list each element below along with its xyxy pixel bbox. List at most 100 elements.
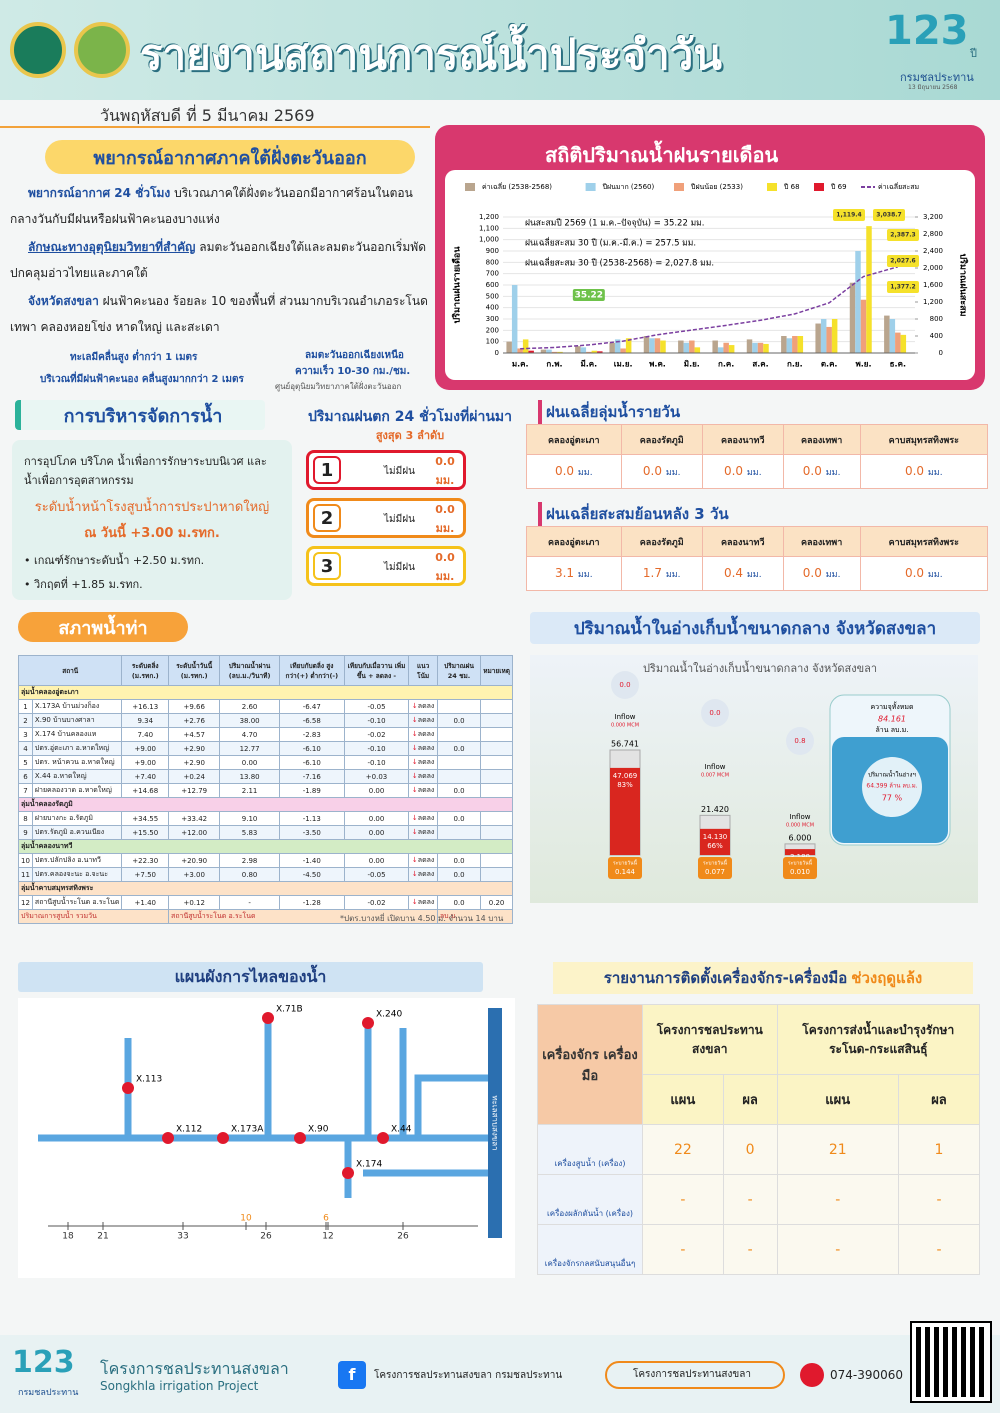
inflow: 0.000 MCM [786,823,814,829]
cell: ปตร.ปลักปลิง อ.นาทวี [31,853,123,868]
bar [649,338,655,353]
point-label: 3,038.7 [876,212,901,219]
cell [480,755,513,770]
station [342,1167,354,1179]
cloud [786,727,814,755]
station-label: X.113 [136,1075,162,1085]
cell: 0.00 [343,825,410,840]
qr-code [910,1321,992,1403]
cell: 11 [18,867,33,882]
value: 1.7 [642,566,662,580]
cell: -1.40 [278,853,345,868]
point-label: 2,387.3 [890,232,915,239]
cell: 3.1 มม. [526,556,622,591]
cell: ปตร. หน้าควน อ.หาดใหญ่ [31,755,123,770]
x-tick-label: ก.พ. [546,360,562,369]
value: -6.58 [302,716,321,725]
note: *ปตร.บางหยี่ เปิดบาน 4.50 ม. จำนวน 14 บา… [340,914,504,923]
bar [540,349,547,353]
cell [480,811,513,826]
bar [678,340,684,353]
unit: มม. [746,468,762,478]
cell: -1.13 [278,811,345,826]
cell: 0.0 [436,741,482,756]
storage: 47.069 [613,772,638,780]
header-cell: คลองรัตภูมิ [620,424,703,455]
cell [480,713,513,728]
value: 0.0 [904,566,925,580]
bar [506,341,512,353]
y-tick-label: 800 [486,258,499,266]
cell: 0.0 มม. [782,454,861,489]
bar [522,339,529,353]
cell: - [722,1224,778,1275]
value: -1.40 [302,856,321,865]
cell: 9.10 [219,811,280,826]
cell: +2.90 [168,755,221,770]
footer: 123 กรมชลประทาน โครงการชลประทานสงขลา Son… [0,1321,1000,1413]
text: ลมตะวันออกเฉียงใต้และลมตะวันออกเริ่มพัดป… [10,240,426,280]
y2-axis-label: ปริมาณฝนสะสม [958,253,969,316]
outflow-label: ระบายวันนี้ [703,858,728,867]
bar [820,319,827,353]
bar [717,347,724,353]
cell: -6.58 [278,713,345,728]
label-box [572,289,605,301]
station [362,1017,374,1029]
text: ฝนฟ้าคะนอง ร้อยละ 10 ของพื้นที่ ส่วนมากบ… [10,294,428,334]
outflow: 0.077 [705,868,725,876]
chart-title: ปริมาณน้ำในอ่างเก็บน้ำขนาดกลาง จังหวัดสง… [643,660,877,675]
cell: +16.13 [121,699,170,714]
cell: 22 [642,1124,724,1175]
cell: ↓ลดลง [408,783,438,798]
text: ช่วงฤดูแล้ง [851,969,923,987]
header-cell: หมายเหตุ [480,655,513,686]
wind: ความเร็ว 10-30 กม./ชม. [295,366,411,377]
cell [480,825,513,840]
value: -6.10 [302,758,321,767]
table-box: เครื่องจักร เครื่องมือ โครงการชลประทานสงข… [537,1004,981,1275]
inflow: 0.007 MCM [701,773,729,779]
cell: 0.20 [480,895,513,910]
bar [797,336,804,353]
distance: 10 [240,1214,252,1224]
bar [855,251,861,353]
cell: 0.0 มม. [701,454,784,489]
bar [781,336,787,353]
y2-tick-label: 1,200 [923,298,943,306]
cell: ↓ลดลง [408,867,438,882]
value: 12.77 [239,744,260,753]
subtitle: สูงสุด 3 ลำดับ [375,429,445,442]
cell: +14.68 [121,783,170,798]
bar [575,346,581,353]
value: +33.42 [181,814,208,823]
logo-date: 13 มิถุนายน 2568 [908,84,958,91]
header-cell: คลองอู่ตะเภา [526,424,622,455]
cell [480,769,513,784]
value: ลดลง [417,758,435,766]
cell: -0.05 [343,867,410,882]
cell: 2.60 [219,699,280,714]
cell: 0.0 [436,867,482,882]
value: 1 [23,702,28,711]
value: 11 [21,870,30,879]
y-tick-label: 300 [486,315,499,323]
group-row: ลุ่มน้ำคลองนาทวี [18,839,513,854]
cell: -3.50 [278,825,345,840]
bar [889,319,896,353]
storage-bar [700,828,730,855]
bar [826,326,832,353]
value: +2.76 [183,716,205,725]
value: สถานีสูบน้ำระโนด อ.ระโนด [34,898,120,906]
value: 2 [23,716,28,725]
rain-row: 3 ไม่มีฝน 0.0 มม. [306,546,466,586]
section-title: ฝนเฉลี่ยสะสมย้อนหลัง 3 วัน [538,502,729,526]
value: -6.10 [302,744,321,753]
value: 0.0 [453,814,465,823]
trend-arrow: ↓ [411,814,418,822]
line [520,266,899,350]
value: 0.00 [368,814,385,823]
management-box: การอุปโภค บริโภค น้ำเพื่อการรักษาระบบนิเ… [12,440,292,600]
value: ปตร.ปลักปลิง อ.นาทวี [34,856,101,864]
